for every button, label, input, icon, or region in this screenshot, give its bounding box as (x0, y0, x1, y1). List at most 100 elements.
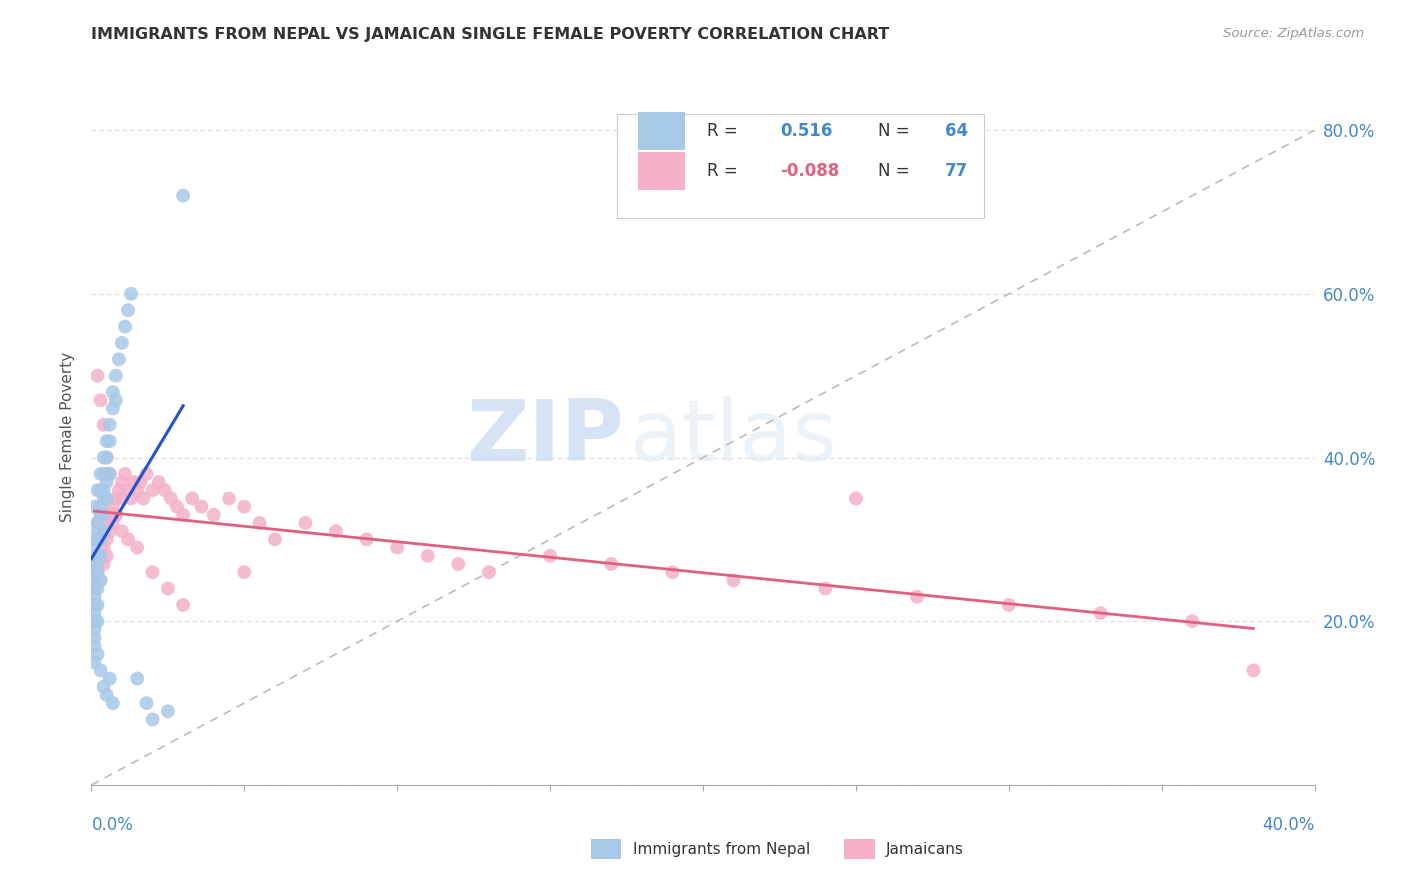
Point (93, 417, 115, 432)
Point (148, 475, 170, 489)
Point (141, 483, 163, 498)
Point (447, 557, 470, 571)
Point (114, 467, 136, 481)
Point (98, 524, 121, 539)
Point (416, 549, 439, 563)
Point (101, 385, 124, 400)
Point (86, 598, 108, 612)
Point (141, 713, 163, 727)
Point (181, 491, 204, 506)
Point (385, 541, 409, 555)
Point (86, 582, 108, 596)
Point (93, 491, 115, 506)
Bar (638, 152, 685, 190)
Point (249, 516, 271, 530)
Text: 77: 77 (945, 162, 969, 180)
Point (129, 475, 152, 489)
Point (98, 417, 121, 432)
Point (122, 475, 145, 489)
Text: Source: ZipAtlas.com: Source: ZipAtlas.com (1223, 27, 1364, 40)
Point (478, 565, 501, 579)
Point (111, 335, 134, 350)
Point (86, 565, 108, 579)
Point (101, 516, 124, 530)
Point (86, 533, 108, 547)
Point (98, 672, 121, 686)
Point (86, 516, 108, 530)
Point (153, 483, 176, 498)
Point (83, 598, 105, 612)
Point (83, 590, 105, 604)
Point (104, 393, 127, 408)
Point (93, 524, 115, 539)
Point (202, 508, 225, 522)
Point (83, 574, 105, 588)
Point (166, 500, 188, 514)
Point (98, 467, 121, 481)
Point (86, 565, 108, 579)
Point (83, 574, 105, 588)
Point (114, 319, 136, 334)
Point (172, 598, 194, 612)
Text: atlas: atlas (630, 395, 838, 479)
Point (96, 475, 118, 489)
Point (104, 491, 127, 506)
Point (83, 582, 105, 596)
Point (90, 574, 112, 588)
Point (90, 483, 112, 498)
Point (96, 467, 118, 481)
Point (83, 623, 105, 637)
Point (1090, 606, 1112, 620)
Point (233, 565, 256, 579)
Point (83, 541, 105, 555)
Point (96, 533, 118, 547)
Point (90, 467, 112, 481)
Point (104, 368, 127, 383)
Point (83, 631, 105, 645)
Text: R =: R = (707, 162, 737, 180)
Point (120, 491, 142, 506)
Point (998, 598, 1021, 612)
Point (90, 549, 112, 563)
Point (93, 557, 115, 571)
Point (98, 508, 121, 522)
Point (83, 565, 105, 579)
Point (325, 524, 347, 539)
Point (90, 574, 112, 588)
Point (104, 508, 127, 522)
Point (141, 565, 163, 579)
Text: ZIP: ZIP (465, 395, 623, 479)
Point (172, 188, 194, 202)
Point (156, 704, 179, 718)
Point (117, 533, 139, 547)
Point (218, 491, 240, 506)
Point (1181, 614, 1204, 628)
Point (96, 450, 118, 465)
Point (127, 483, 149, 498)
FancyBboxPatch shape (617, 113, 984, 218)
Point (86, 557, 108, 571)
Point (108, 352, 131, 367)
Text: -0.088: -0.088 (780, 162, 839, 180)
Point (600, 557, 623, 571)
Point (845, 491, 868, 506)
Point (101, 401, 124, 416)
Point (905, 590, 928, 604)
Point (1243, 664, 1265, 678)
Text: 0.0%: 0.0% (91, 816, 134, 834)
Point (96, 434, 118, 449)
Point (90, 533, 112, 547)
Point (101, 500, 124, 514)
Point (90, 533, 112, 547)
Point (90, 549, 112, 563)
Point (117, 483, 139, 498)
Point (233, 500, 256, 514)
Point (83, 557, 105, 571)
Point (86, 368, 108, 383)
Point (117, 303, 139, 318)
Point (294, 516, 316, 530)
Point (104, 508, 127, 522)
Point (86, 483, 108, 498)
Point (93, 467, 115, 481)
Point (90, 393, 112, 408)
